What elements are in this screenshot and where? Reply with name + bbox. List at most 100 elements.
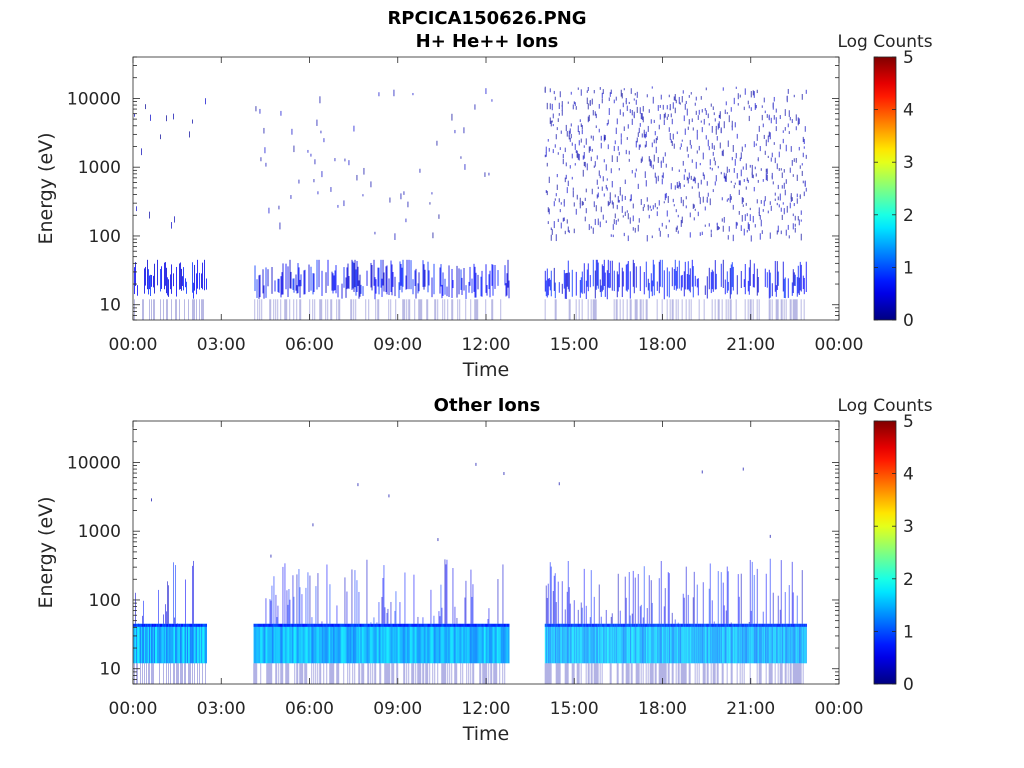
pixel: [726, 112, 728, 115]
pixel: [589, 146, 591, 151]
pixel: [642, 623, 644, 664]
pixel: [756, 268, 758, 296]
pixel: [795, 114, 797, 121]
pixel: [635, 168, 637, 172]
pixel: [607, 623, 609, 627]
pixel: [469, 266, 471, 286]
pixel: [461, 277, 463, 295]
pixel: [328, 623, 330, 664]
pixel: [667, 234, 669, 238]
pixel: [799, 623, 801, 627]
pixel: [568, 134, 570, 140]
pixel: [683, 184, 685, 187]
pixel: [370, 663, 372, 684]
pixel: [457, 299, 459, 320]
pixel: [559, 623, 561, 664]
pixel: [276, 617, 278, 624]
pixel: [733, 623, 735, 664]
pixel: [356, 623, 358, 664]
pixel: [774, 198, 776, 201]
pixel: [786, 623, 788, 664]
colorbar-tick-label: 2: [903, 570, 914, 590]
pixel: [721, 663, 723, 684]
pixel: [549, 279, 551, 291]
pixel: [576, 194, 578, 200]
pixel: [596, 155, 598, 160]
pixel: [631, 623, 633, 664]
pixel: [466, 663, 468, 684]
pixel: [621, 206, 623, 213]
pixel: [640, 623, 642, 627]
pixel: [617, 218, 619, 222]
pixel: [756, 89, 758, 94]
pixel: [710, 623, 712, 664]
pixel: [757, 623, 759, 627]
pixel: [750, 623, 752, 664]
pixel: [696, 584, 698, 624]
pixel: [715, 129, 717, 135]
pixel: [481, 270, 483, 297]
pixel: [279, 222, 281, 230]
pixel: [488, 172, 490, 176]
pixel: [697, 115, 699, 120]
pixel: [343, 267, 345, 288]
pixel: [297, 623, 299, 627]
pixel: [481, 623, 483, 627]
pixel: [397, 663, 399, 684]
pixel: [571, 176, 573, 180]
pixel: [732, 623, 734, 664]
pixel: [675, 663, 677, 684]
pixel: [358, 663, 360, 684]
pixel: [689, 212, 691, 218]
pixel: [569, 128, 571, 134]
pixel: [548, 623, 550, 664]
pixel: [174, 623, 175, 627]
pixel: [702, 623, 704, 664]
pixel: [576, 623, 578, 664]
pixel: [337, 623, 339, 664]
pixel: [744, 623, 746, 664]
pixel: [680, 623, 682, 664]
pixel: [639, 123, 641, 127]
pixel: [313, 623, 315, 664]
pixel: [507, 623, 509, 664]
pixel: [273, 623, 275, 664]
pixel: [336, 605, 338, 624]
pixel: [578, 623, 580, 627]
pixel: [554, 144, 556, 148]
pixel: [565, 124, 567, 132]
pixel: [708, 267, 710, 290]
pixel: [671, 167, 673, 171]
pixel: [731, 663, 733, 684]
pixel: [755, 173, 757, 177]
pixel: [634, 299, 636, 320]
pixel: [792, 663, 794, 684]
pixel: [271, 267, 273, 294]
pixel: [274, 280, 276, 292]
pixel: [462, 623, 464, 664]
pixel: [687, 177, 689, 184]
pixel: [620, 623, 622, 664]
pixel: [301, 663, 303, 684]
pixel: [555, 602, 557, 624]
pixel: [626, 299, 628, 320]
pixel: [414, 270, 416, 287]
pixel: [451, 623, 453, 627]
pixel: [488, 623, 490, 664]
pixel: [319, 96, 321, 104]
pixel: [574, 102, 576, 106]
pixel: [780, 560, 782, 624]
pixel: [571, 153, 573, 159]
pixel: [372, 663, 374, 684]
pixel: [593, 201, 595, 208]
x-tick-label: 09:00: [373, 335, 422, 355]
pixel: [135, 623, 136, 627]
pixel: [705, 110, 707, 116]
pixel: [587, 663, 589, 684]
pixel: [601, 264, 603, 292]
pixel: [634, 623, 636, 664]
pixel: [303, 623, 305, 627]
pixel: [430, 589, 432, 624]
pixel: [137, 663, 138, 684]
pixel: [309, 623, 311, 627]
